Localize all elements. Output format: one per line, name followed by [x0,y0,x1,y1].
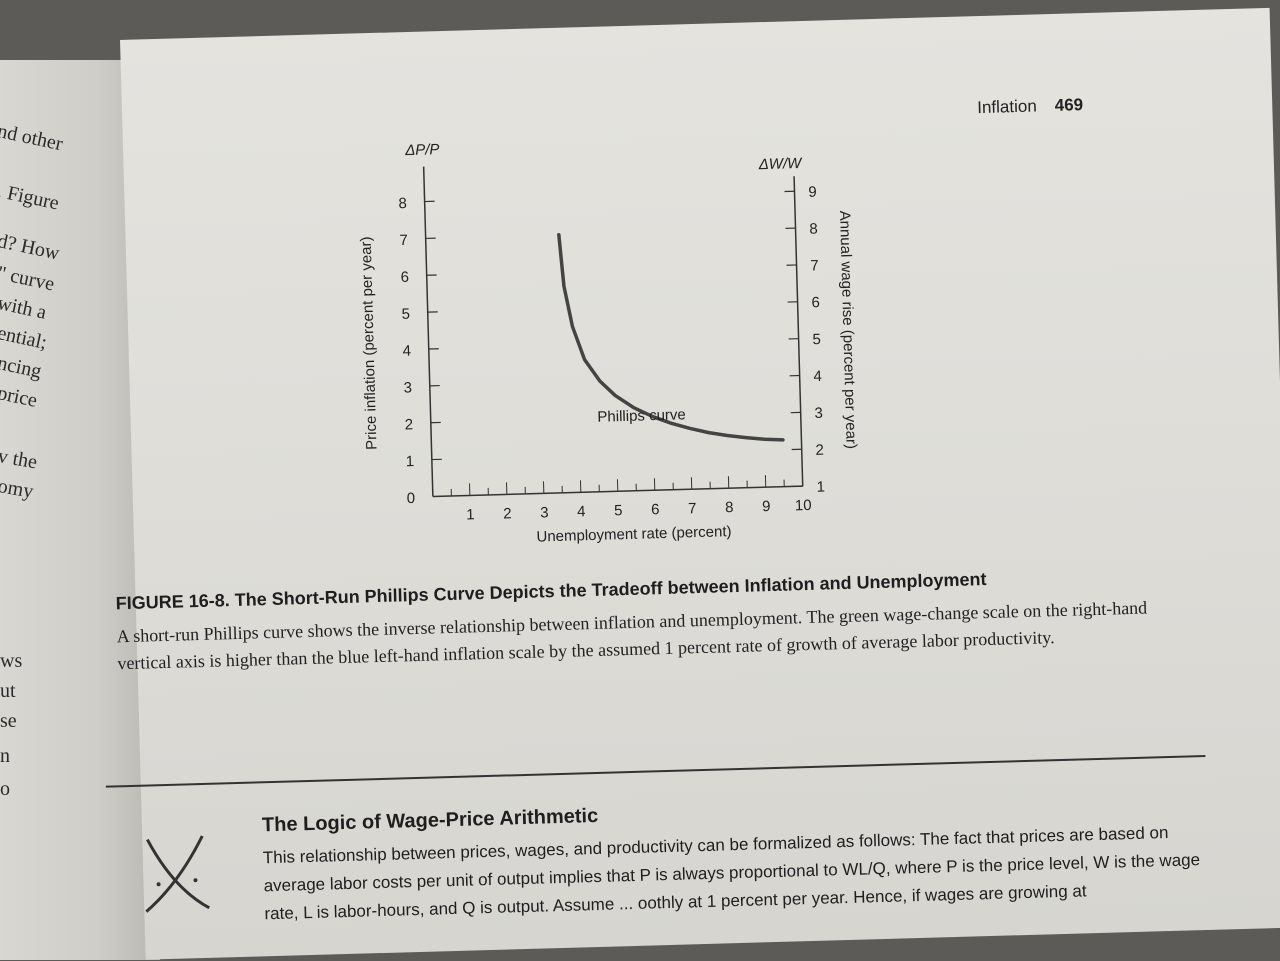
left-tick-label: 2 [404,416,413,433]
x-tick-label: 8 [725,499,734,516]
left-tick-label: 6 [400,269,409,286]
right-tick-label: 6 [811,294,820,311]
left-tick-label: 1 [405,453,414,470]
left-fragment: n [0,745,10,768]
left-fragment: ut [0,680,16,703]
right-axis-line [794,176,803,486]
x-tick-label: 1 [466,506,475,523]
left-fragment: ential; [0,322,49,355]
left-tick-label: 7 [399,232,408,249]
crossed-curves-icon [132,827,224,919]
left-fragment: se [0,710,17,733]
right-tick-label: 4 [813,368,822,385]
left-fragment: ncing [0,352,43,384]
x-tick-label: 10 [795,497,812,514]
x-tick-label: 3 [540,504,549,521]
left-fragment: price [0,382,39,413]
left-tick-label: 5 [401,306,410,323]
left-axis-line [424,167,433,497]
right-tick-label: 3 [814,405,823,422]
left-fragment: nd other [0,120,65,156]
right-tick-label: 8 [809,220,818,237]
right-tick-label: 2 [815,442,824,459]
x-axis-label: Unemployment rate (percent) [536,523,731,545]
left-fragment: ws [0,650,22,673]
right-tick-label: 9 [808,184,817,201]
x-tick-label: 9 [762,498,771,515]
left-fragment: v the [0,445,39,474]
right-axis-symbol: ΔW/W [757,155,803,173]
right-tick-label: 5 [812,331,821,348]
phillips-chart: 0 1 2 3 4 5 6 7 8 1 2 3 4 5 6 7 8 9 1 2 3 4 5 6 7 8 9 10 ΔP/P ΔW/W Pri… [120,9,1235,599]
x-tick-label: 4 [577,503,586,520]
left-fragment: d? How [0,230,61,266]
section-rule [106,755,1206,788]
right-tick-label: 7 [810,257,819,274]
left-tick-label: 4 [402,343,411,360]
right-tick-label: 1 [816,478,825,495]
box-title: The Logic of Wage-Price Arithmetic [262,805,599,837]
y-axis-label: Price inflation (percent per year) [358,236,381,450]
left-tick-label: 0 [407,490,416,507]
x-tick-label: 7 [688,500,697,517]
left-fragment: o [0,778,10,801]
box-body: This relationship between prices, wages,… [263,818,1225,929]
left-tick-label: 8 [398,195,407,212]
left-fragment: omy [0,475,35,504]
left-fragment: . Figure [0,180,61,215]
y-axis-label-right: Annual wage rise (percent per year) [836,210,860,449]
left-tick-label: 3 [403,379,412,396]
left-fragment: " curve [0,262,56,296]
x-tick-label: 5 [614,502,623,519]
left-fragment: with a [0,292,48,325]
x-tick-label: 2 [503,505,512,522]
phillips-curve-label: Phillips curve [597,406,686,425]
left-axis-symbol: ΔP/P [404,141,440,159]
x-tick-label: 6 [651,501,660,518]
